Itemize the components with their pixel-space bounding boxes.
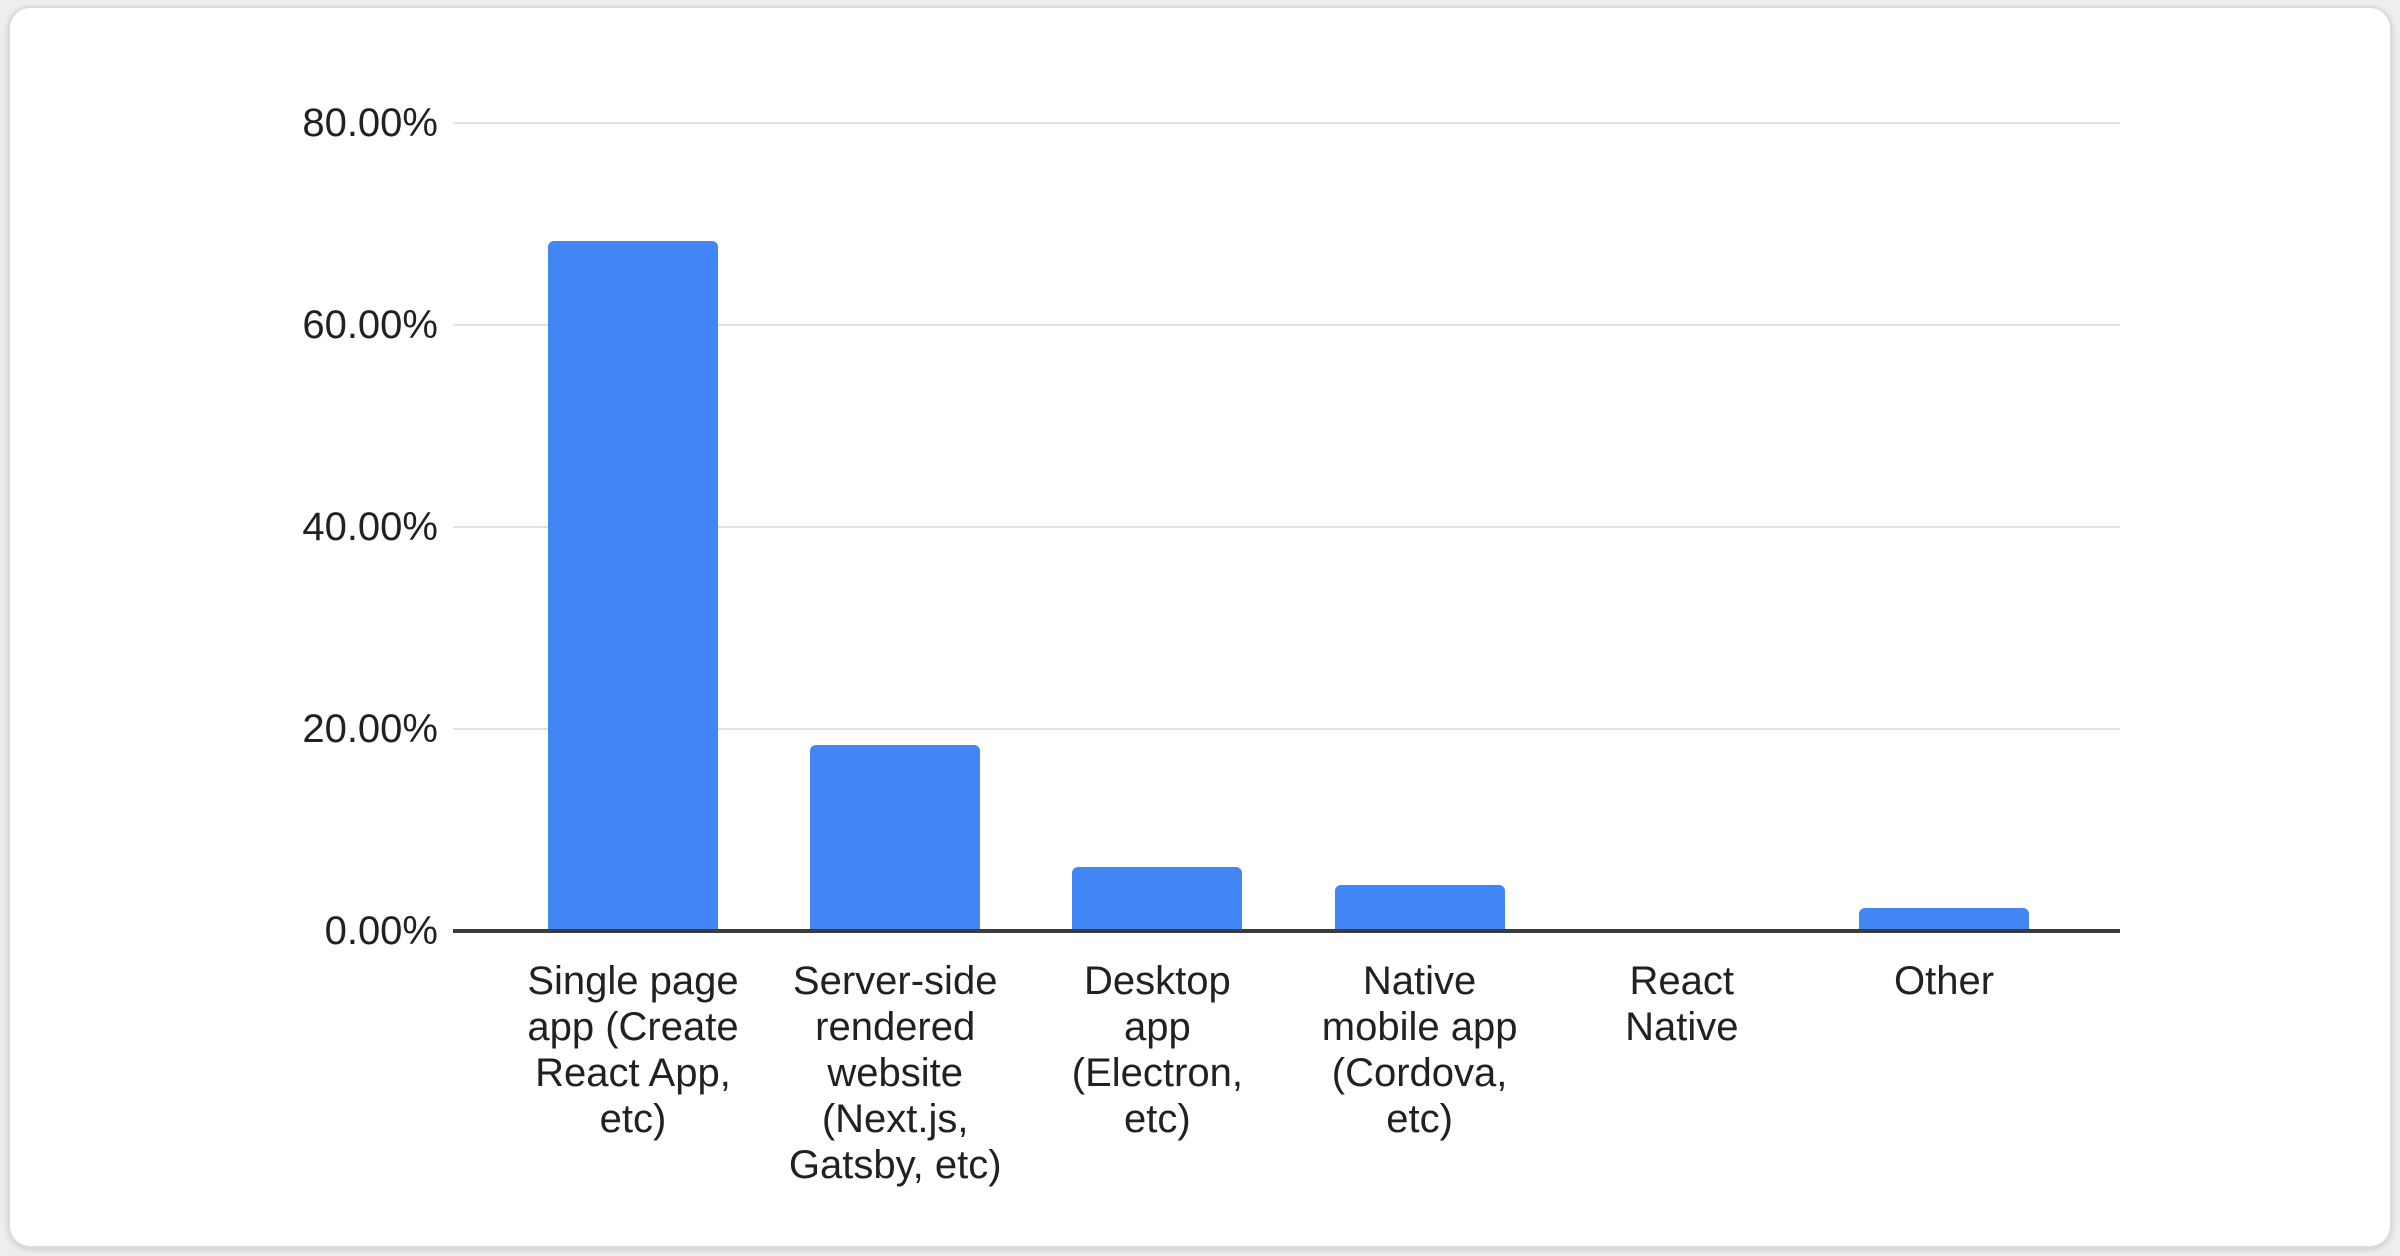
bar-native-mobile-app-cordova-etc	[1334, 884, 1505, 931]
x-label-single-page-app-create-react-app-etc: Single page app (Create React App, etc)	[527, 959, 739, 1141]
gridline-60	[453, 324, 2120, 326]
chart-card: 80.00% 60.00% 40.00% 20.00% 0.00% Single pag…	[8, 6, 2392, 1248]
bar-desktop-app-electron-etc	[1072, 867, 1243, 931]
x-label-native-mobile-app-cordova-etc: Native mobile app (Cordova, etc)	[1321, 959, 1518, 1141]
x-label-react-native: React Native	[1625, 959, 1739, 1049]
y-tick-label-40: 40.00%	[302, 505, 438, 549]
y-tick-label-20: 20.00%	[302, 707, 438, 751]
x-label-desktop-app-electron-etc: Desktop app (Electron, etc)	[1071, 959, 1243, 1141]
x-label-other: Other	[1893, 959, 1995, 1003]
bar-single-page-app-create-react-app-etc	[548, 241, 718, 931]
y-tick-label-80: 80.00%	[302, 101, 438, 145]
bar-server-side-rendered-website-next-js-gatsb	[810, 745, 981, 931]
x-axis-line	[453, 929, 2120, 933]
x-label-server-side-rendered-website-next-js-gatsb: Server-side rendered website (Next.js, G…	[788, 959, 1002, 1187]
bar-other	[1859, 907, 2029, 931]
gridline-40	[453, 526, 2120, 528]
y-tick-label-0: 0.00%	[324, 909, 438, 953]
gridline-20	[453, 728, 2120, 730]
gridline-80	[453, 122, 2120, 124]
y-tick-label-60: 60.00%	[302, 303, 438, 347]
bar-chart: 80.00% 60.00% 40.00% 20.00% 0.00% Single pag…	[10, 8, 2390, 1246]
